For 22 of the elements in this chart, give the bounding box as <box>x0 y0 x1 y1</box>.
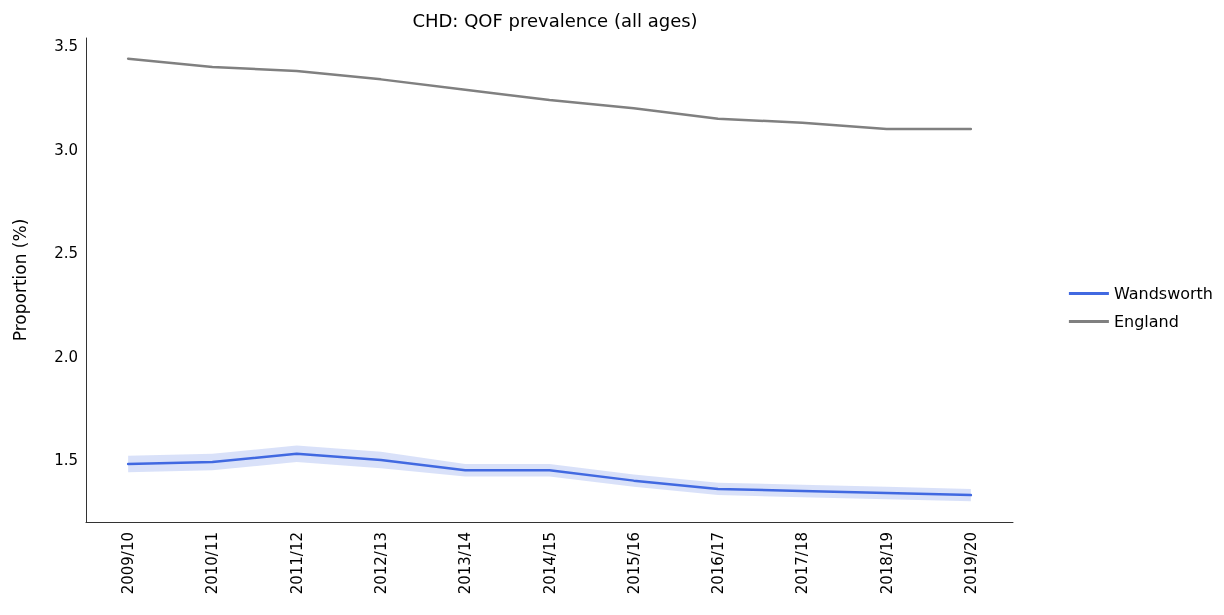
line-series <box>126 452 973 497</box>
legend-label: Wandsworth <box>1113 284 1214 303</box>
x-tick-label: 2009/10 <box>119 532 138 595</box>
x-tick-label: 2015/16 <box>624 532 643 595</box>
x-tick-label: 2010/11 <box>203 532 222 595</box>
legend-label: England <box>1113 312 1179 331</box>
x-tick-label: 2016/17 <box>709 532 728 595</box>
x-tick-label: 2014/15 <box>540 532 559 595</box>
x-tick-label: 2019/20 <box>961 532 980 595</box>
x-tick-label: 2012/13 <box>371 532 390 595</box>
line-series <box>126 57 973 131</box>
y-tick-label: 2.0 <box>54 347 78 366</box>
x-tick-label: 2017/18 <box>793 532 812 595</box>
y-tick-label: 1.5 <box>54 450 78 469</box>
chart-title: CHD: QOF prevalence (all ages) <box>412 9 698 31</box>
x-tick-label: 2018/19 <box>877 532 896 595</box>
y-tick-label: 3.5 <box>54 37 78 56</box>
x-tick-label: 2013/14 <box>456 532 475 595</box>
y-tick-label: 2.5 <box>54 244 78 263</box>
y-axis-title: Proportion (%) <box>9 218 30 342</box>
x-tick-label: 2011/12 <box>287 532 306 595</box>
y-tick-label: 3.0 <box>54 140 78 159</box>
